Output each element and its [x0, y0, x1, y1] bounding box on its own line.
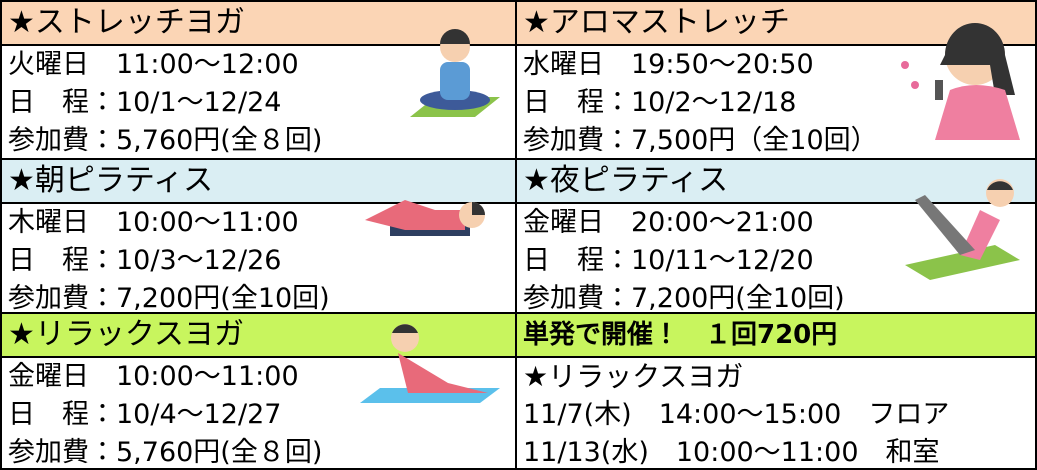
class-cell: ★リラックスヨガ 金曜日 10:00～11:00 日 程：10/4～12/27 参加費… — [0, 312, 517, 470]
class-detail: 水曜日 19:50～20:50 — [523, 49, 814, 80]
class-cell: ★夜ピラティス 金曜日 20:00～21:00 日 程：10/11～12/20 参加費… — [515, 158, 1037, 314]
special-cell: 単発で開催！ １回720円 ★リラックスヨガ 11/7(木) 14:00～15:00… — [515, 312, 1037, 470]
class-title: ★朝ピラティス — [2, 160, 515, 204]
class-detail: 参加費：5,760円(全８回) — [8, 125, 323, 156]
class-detail: 日 程：10/2～12/18 — [523, 87, 797, 118]
special-session: 11/7(木) 14:00～15:00 フロア — [523, 399, 950, 430]
class-detail: 火曜日 11:00～12:00 — [8, 49, 299, 80]
class-cell: ★朝ピラティス 木曜日 10:00～11:00 日 程：10/3～12/26 参加費：… — [0, 158, 517, 314]
illustration — [901, 23, 1020, 140]
class-detail: 参加費：7,500円（全10回） — [523, 125, 878, 156]
class-detail: 日 程：10/3～12/26 — [8, 245, 282, 276]
class-title: ★夜ピラティス — [517, 160, 1035, 204]
special-title: 単発で開催！ １回720円 — [517, 314, 1035, 358]
class-cell: ★ストレッチヨガ 火曜日 11:00～12:00 日 程：10/1～12/24 参加費… — [0, 0, 517, 160]
illustration — [365, 200, 485, 236]
illustration — [905, 179, 1020, 280]
class-detail: 木曜日 10:00～11:00 — [8, 207, 299, 238]
special-session: 11/13(水) 10:00～11:00 和室 — [523, 437, 940, 468]
class-title: ★アロマストレッチ — [517, 2, 1035, 46]
class-detail: 金曜日 20:00～21:00 — [523, 207, 814, 238]
class-detail: 日 程：10/4～12/27 — [8, 399, 282, 430]
class-detail: 参加費：7,200円(全10回) — [8, 283, 330, 314]
class-title: ★ストレッチヨガ — [2, 2, 515, 46]
class-detail: 金曜日 10:00～11:00 — [8, 361, 299, 392]
class-title: ★リラックスヨガ — [2, 314, 515, 358]
class-detail: 参加費：7,200円(全10回) — [523, 283, 845, 314]
class-detail: 日 程：10/1～12/24 — [8, 87, 282, 118]
special-subtitle: ★リラックスヨガ — [523, 360, 744, 393]
class-detail: 参加費：5,760円(全８回) — [8, 437, 323, 468]
illustration — [360, 324, 500, 403]
illustration — [410, 29, 500, 117]
class-detail: 日 程：10/11～12/20 — [523, 245, 814, 276]
